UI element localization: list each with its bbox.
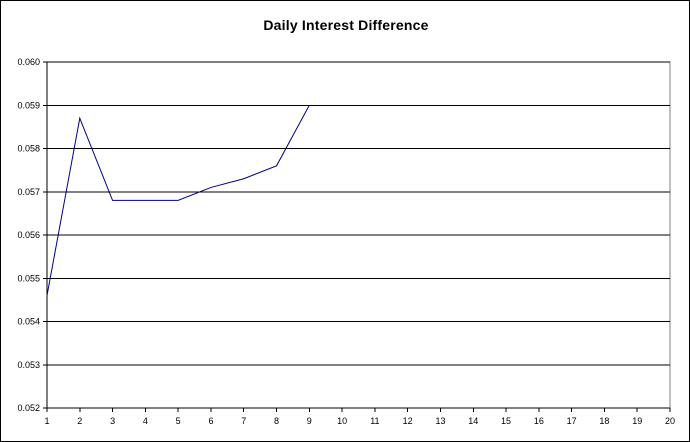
y-tick-label: 0.055 [17, 273, 40, 283]
x-tick-label: 12 [403, 416, 413, 426]
x-tick-label: 9 [307, 416, 312, 426]
y-tick-label: 0.056 [17, 230, 40, 240]
grid-lines [47, 61, 670, 366]
x-tick-label: 2 [77, 416, 82, 426]
x-tick-label: 15 [501, 416, 511, 426]
y-tick-label: 0.053 [17, 360, 40, 370]
y-tick-labels: 0.052 0.053 0.054 0.055 0.056 0.057 0.058 0.059… [17, 57, 40, 413]
y-tick-label: 0.054 [17, 317, 40, 327]
x-tick-labels: 1 2 3 4 5 6 7 8 9 10 11 12 13 14 15 16 17 18 19 20 [44, 416, 675, 426]
x-tick-label: 3 [110, 416, 115, 426]
x-tick-label: 8 [274, 416, 279, 426]
x-tick-label: 17 [567, 416, 577, 426]
x-tick-label: 6 [208, 416, 213, 426]
y-tick-label: 0.059 [17, 100, 40, 110]
series-line [46, 105, 310, 296]
x-tick-label: 19 [632, 416, 642, 426]
x-tick-label: 18 [599, 416, 609, 426]
y-tick-label: 0.058 [17, 144, 40, 154]
chart-title: Daily Interest Difference [263, 17, 429, 33]
axes [43, 61, 671, 412]
x-tick-label: 11 [370, 416, 379, 426]
x-tick-label: 14 [468, 416, 478, 426]
x-tick-label: 1 [44, 416, 49, 426]
y-tick-label: 0.052 [17, 403, 40, 413]
series-layer [46, 105, 310, 296]
x-tick-label: 20 [665, 416, 675, 426]
x-tick-label: 16 [534, 416, 544, 426]
x-tick-label: 10 [337, 416, 347, 426]
y-tick-label: 0.060 [17, 57, 40, 67]
x-tick-label: 13 [435, 416, 445, 426]
y-tick-label: 0.057 [17, 187, 40, 197]
x-tick-label: 7 [241, 416, 246, 426]
x-tick-label: 4 [143, 416, 148, 426]
x-tick-label: 5 [176, 416, 181, 426]
